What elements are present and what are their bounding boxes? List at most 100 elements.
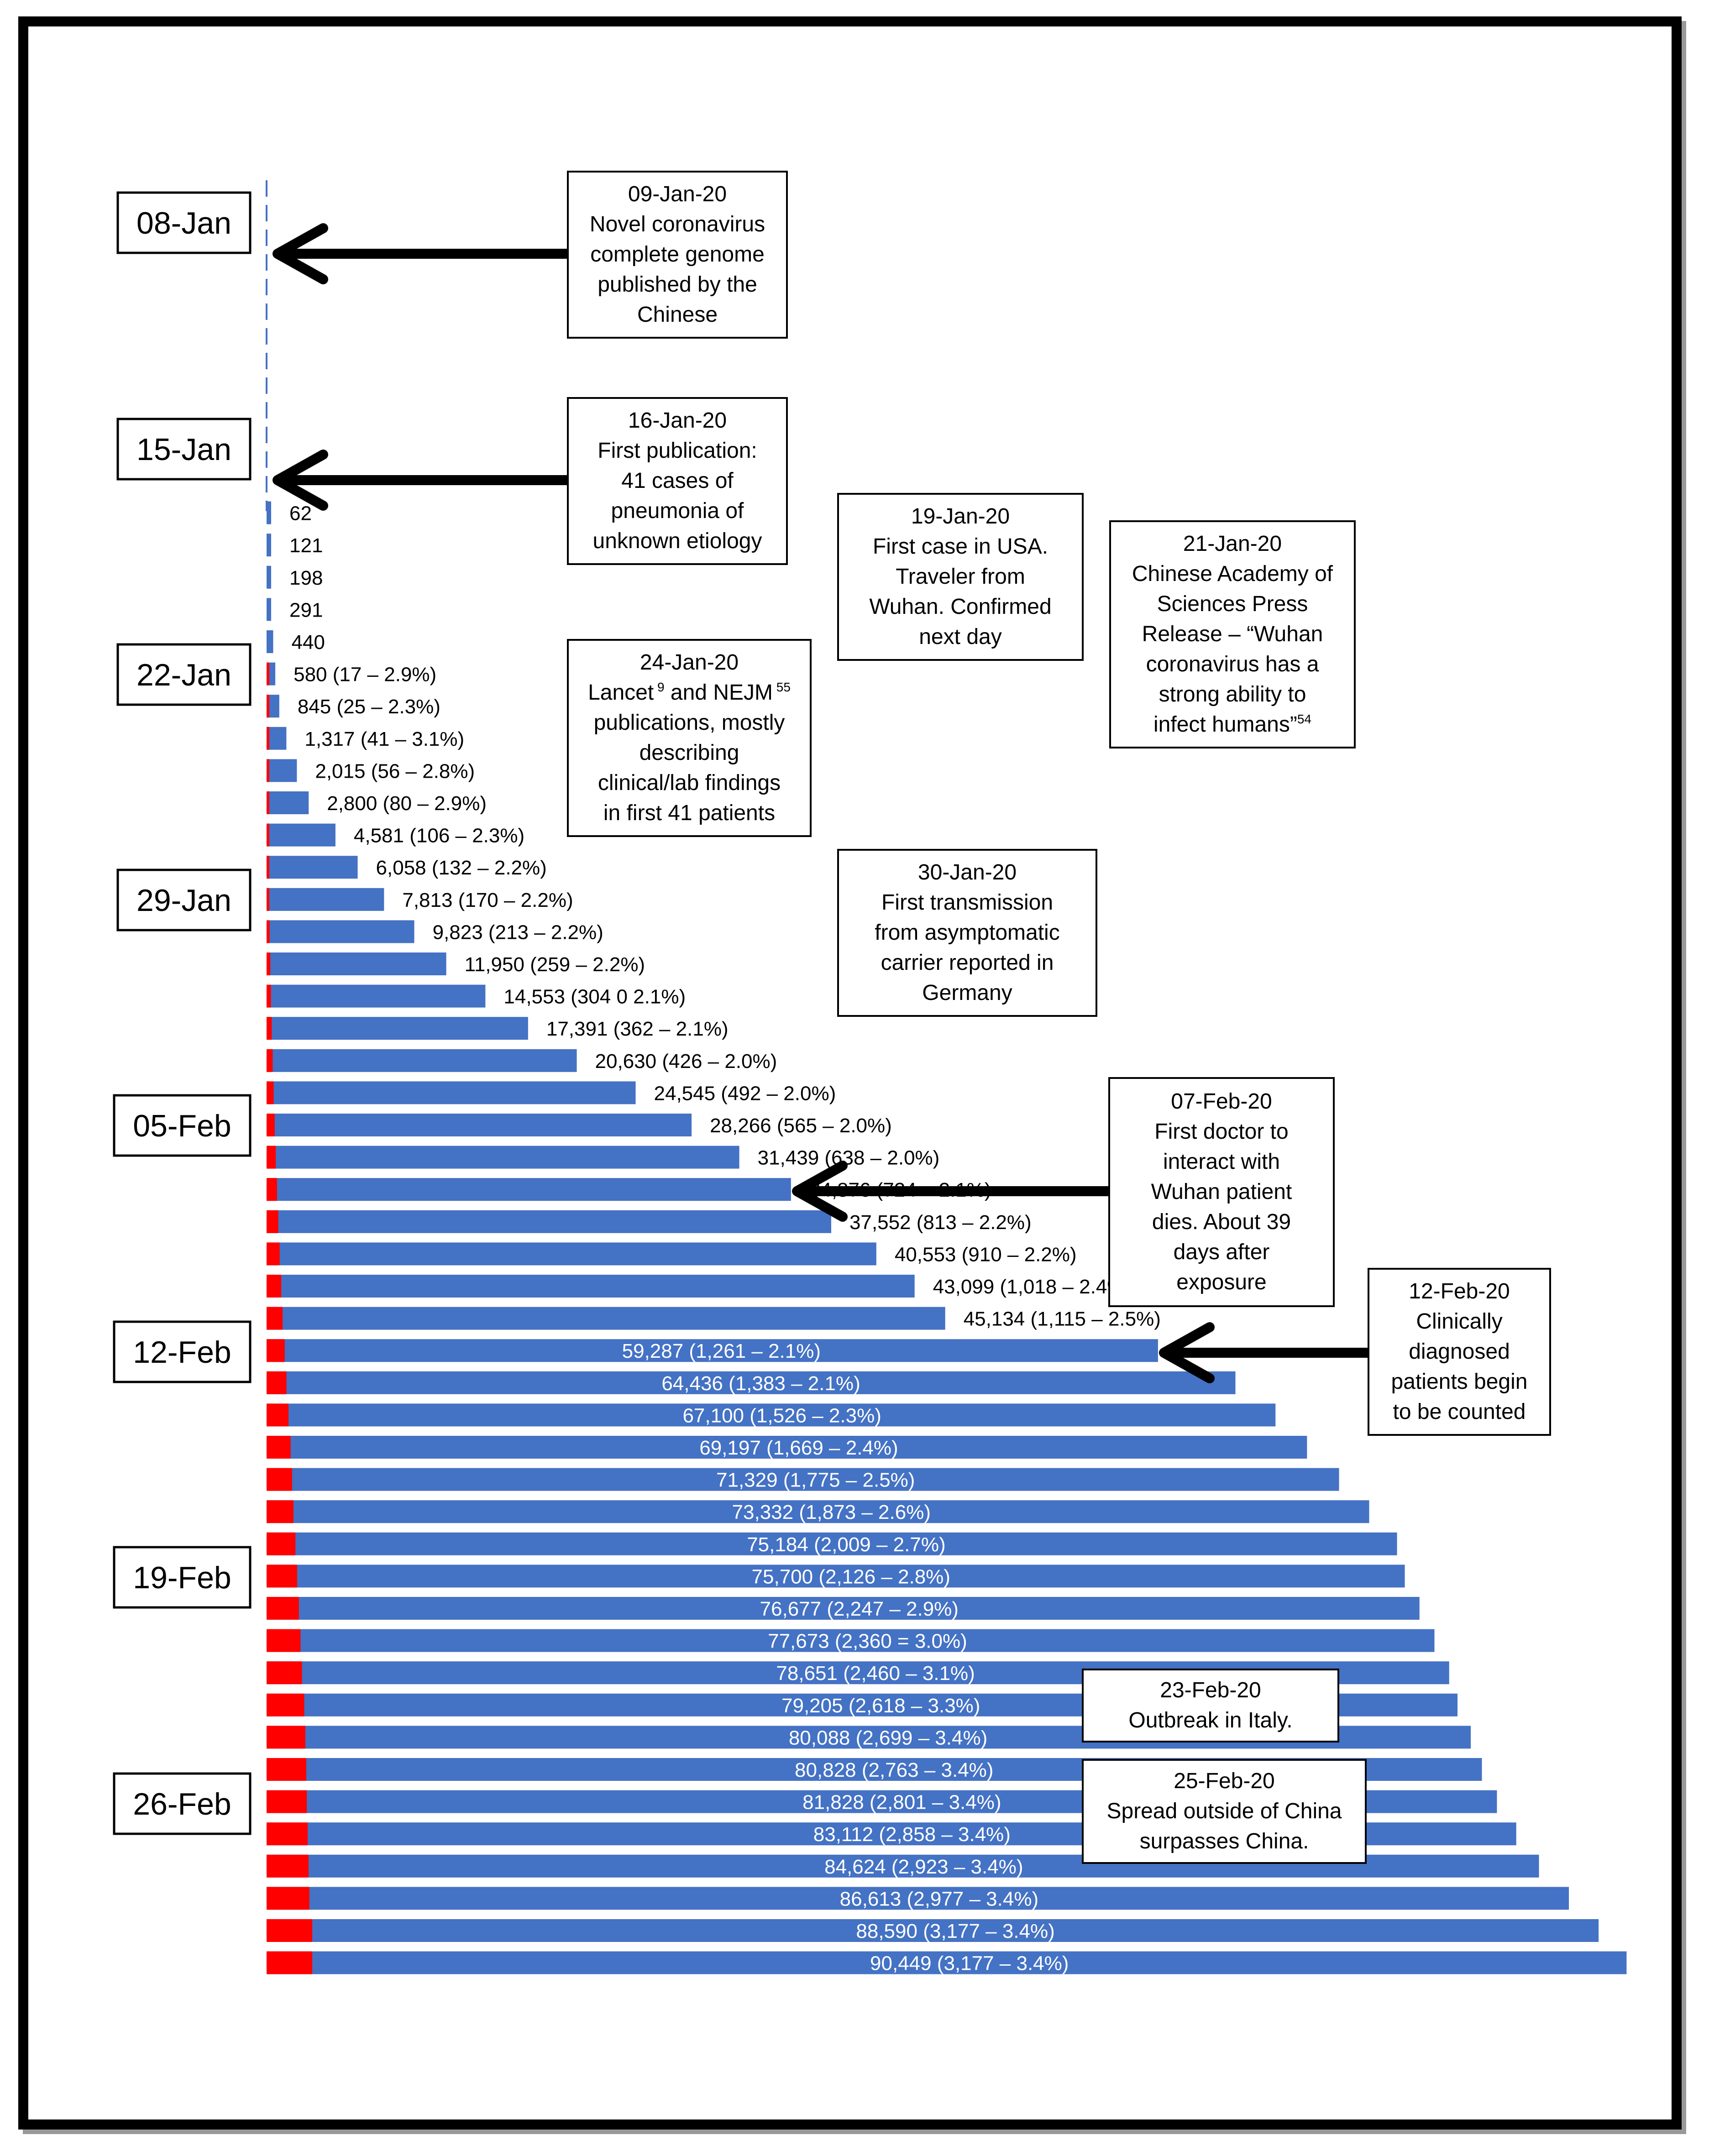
annotation-line: 21-Jan-20 bbox=[1183, 532, 1282, 556]
bar-label-28-Jan: 6,058 (132 – 2.2%) bbox=[376, 857, 547, 879]
annotation-line: surpasses China. bbox=[1140, 1829, 1309, 1853]
bar-label-31-Jan: 11,950 (259 – 2.2%) bbox=[465, 953, 645, 976]
bar-cases-03-Feb bbox=[267, 1049, 577, 1072]
bar-cases-17-Jan bbox=[267, 501, 271, 524]
bar-label-01-Mar: 88,590 (3,177 – 3.4%) bbox=[856, 1920, 1054, 1942]
bar-label-02-Feb: 17,391 (362 – 2.1%) bbox=[546, 1018, 729, 1040]
bar-label-18-Feb: 75,184 (2,009 – 2.7%) bbox=[747, 1533, 945, 1556]
bar-deaths-05-Feb bbox=[267, 1114, 275, 1136]
annotation-line: complete genome bbox=[590, 242, 765, 267]
bar-cases-29-Jan bbox=[267, 888, 384, 911]
bar-label-08-Feb: 37,552 (813 – 2.2%) bbox=[849, 1211, 1032, 1234]
annotation-line: carrier reported in bbox=[881, 951, 1054, 975]
bar-label-26-Jan: 2,800 (80 – 2.9%) bbox=[327, 792, 487, 815]
bar-label-24-Jan: 1,317 (41 – 3.1%) bbox=[304, 728, 464, 750]
annotation-line: unknown etiology bbox=[593, 529, 762, 553]
date-box-05-Feb bbox=[113, 1094, 252, 1157]
annotation-line: pneumonia of bbox=[611, 499, 744, 523]
bar-label-12-Feb: 59,287 (1,261 – 2.1%) bbox=[622, 1340, 821, 1362]
date-box-08-Jan bbox=[116, 191, 252, 254]
bar-deaths-16-Feb bbox=[267, 1468, 292, 1491]
annotation-line: publications, mostly bbox=[594, 711, 785, 735]
bar-label-03-Feb: 20,630 (426 – 2.0%) bbox=[595, 1050, 777, 1073]
bar-cases-12-Feb bbox=[267, 1339, 1158, 1362]
bar-cases-15-Feb bbox=[267, 1436, 1307, 1459]
bar-label-09-Feb: 40,553 (910 – 2.2%) bbox=[895, 1243, 1077, 1266]
bar-deaths-09-Feb bbox=[267, 1242, 280, 1266]
annotation-line: describing bbox=[640, 741, 739, 765]
bar-label-23-Jan: 845 (25 – 2.3%) bbox=[298, 696, 440, 718]
bar-cases-19-Jan bbox=[267, 565, 271, 589]
arrow-07-feb bbox=[792, 1161, 1109, 1222]
date-label-26-Feb: 26-Feb bbox=[133, 1787, 231, 1821]
bar-cases-16-Feb bbox=[267, 1468, 1339, 1491]
bar-label-10-Feb: 43,099 (1,018 – 2.4%) bbox=[933, 1276, 1132, 1298]
annotation-line: next day bbox=[919, 625, 1001, 649]
bar-deaths-29-Feb bbox=[267, 1887, 309, 1910]
bar-label-27-Feb: 83,112 (2,858 – 3.4%) bbox=[813, 1823, 1011, 1846]
bar-deaths-23-Jan bbox=[267, 695, 269, 718]
date-label-12-Feb: 12-Feb bbox=[133, 1335, 231, 1370]
annotation-line: 07-Feb-20 bbox=[1171, 1089, 1272, 1114]
annotation-line: 16-Jan-20 bbox=[628, 408, 727, 433]
annotation-line: interact with bbox=[1163, 1150, 1280, 1174]
bar-deaths-19-Feb bbox=[267, 1565, 297, 1588]
bar-label-23-Feb: 79,205 (2,618 – 3.3%) bbox=[781, 1695, 980, 1717]
bar-label-18-Jan: 121 bbox=[289, 534, 323, 557]
annotation-line: published by the bbox=[598, 272, 757, 297]
bar-deaths-21-Feb bbox=[267, 1629, 301, 1652]
bar-label-19-Feb: 75,700 (2,126 – 2.8%) bbox=[752, 1565, 950, 1588]
date-box-22-Jan bbox=[116, 643, 252, 706]
annotation-line: clinical/lab findings bbox=[598, 771, 781, 795]
bar-label-22-Feb: 78,651 (2,460 – 3.1%) bbox=[776, 1662, 975, 1685]
annotation-line: 19-Jan-20 bbox=[911, 504, 1010, 529]
annotation-box bbox=[1368, 1268, 1551, 1436]
date-label-05-Feb: 05-Feb bbox=[133, 1109, 231, 1143]
annotation-23-Feb-20: 23-Feb-20 Outbreak in Italy. bbox=[1082, 1669, 1339, 1743]
bar-label-24-Feb: 80,088 (2,699 – 3.4%) bbox=[789, 1727, 987, 1749]
annotation-line: infect humans”54 bbox=[1153, 712, 1311, 737]
bar-cases-26-Jan bbox=[267, 791, 309, 814]
bar-deaths-20-Feb bbox=[267, 1597, 299, 1620]
bar-label-28-Feb: 84,624 (2,923 – 3.4%) bbox=[824, 1856, 1023, 1878]
annotation-line: days after bbox=[1174, 1240, 1270, 1264]
annotation-30-Jan-20: 30-Jan-20 First transmission from asymptom… bbox=[837, 849, 1097, 1017]
bar-label-21-Jan: 440 bbox=[291, 631, 325, 654]
annotation-line: 12-Feb-20 bbox=[1409, 1279, 1510, 1303]
bar-label-30-Jan: 9,823 (213 – 2.2%) bbox=[433, 921, 603, 943]
bar-label-11-Feb: 45,134 (1,115 – 2.5%) bbox=[964, 1308, 1161, 1330]
annotation-box bbox=[1082, 1669, 1339, 1743]
bar-deaths-17-Feb bbox=[267, 1500, 294, 1523]
bar-label-04-Feb: 24,545 (492 – 2.0%) bbox=[654, 1082, 836, 1104]
annotation-line: First case in USA. bbox=[873, 534, 1048, 559]
bar-deaths-25-Feb bbox=[267, 1758, 307, 1781]
annotation-25-Feb-20: 25-Feb-20 Spread outside of China surpasse… bbox=[1082, 1759, 1367, 1864]
bar-cases-20-Feb bbox=[267, 1597, 1420, 1620]
annotation-line: diagnosed bbox=[1409, 1340, 1510, 1364]
bar-deaths-13-Feb bbox=[267, 1371, 287, 1394]
annotation-line: First transmission bbox=[881, 890, 1053, 915]
bar-label-22-Jan: 580 (17 – 2.9%) bbox=[294, 664, 436, 686]
bar-label-17-Jan: 62 bbox=[289, 502, 312, 525]
annotation-07-Feb-20: 07-Feb-20 First doctor to interact with Wuh… bbox=[1108, 1077, 1335, 1307]
annotation-line: to be counted bbox=[1393, 1400, 1526, 1424]
annotation-line: Clinically bbox=[1416, 1309, 1502, 1334]
annotation-line: 41 cases of bbox=[621, 469, 734, 493]
date-label-08-Jan: 08-Jan bbox=[136, 206, 231, 241]
bar-label-05-Feb: 28,266 (565 – 2.0%) bbox=[710, 1115, 892, 1137]
annotation-line: dies. About 39 bbox=[1152, 1210, 1291, 1234]
bar-label-29-Jan: 7,813 (170 – 2.2%) bbox=[402, 889, 573, 911]
bar-cases-17-Feb bbox=[267, 1500, 1369, 1523]
annotation-line: in first 41 patients bbox=[603, 801, 775, 825]
bar-deaths-14-Feb bbox=[267, 1403, 289, 1427]
bar-cases-11-Feb bbox=[267, 1307, 945, 1330]
bar-deaths-02-Feb bbox=[267, 1017, 272, 1040]
bar-deaths-01-Mar bbox=[267, 1919, 313, 1942]
bar-deaths-04-Feb bbox=[267, 1081, 274, 1104]
bar-deaths-27-Feb bbox=[267, 1822, 308, 1846]
arrow-09-jan bbox=[273, 223, 568, 284]
bar-cases-27-Jan bbox=[267, 823, 336, 847]
annotation-line: exposure bbox=[1176, 1270, 1266, 1294]
bar-label-25-Feb: 80,828 (2,763 – 3.4%) bbox=[795, 1759, 993, 1781]
annotation-12-Feb-20: 12-Feb-20 Clinically diagnosed patients beg… bbox=[1368, 1268, 1551, 1436]
